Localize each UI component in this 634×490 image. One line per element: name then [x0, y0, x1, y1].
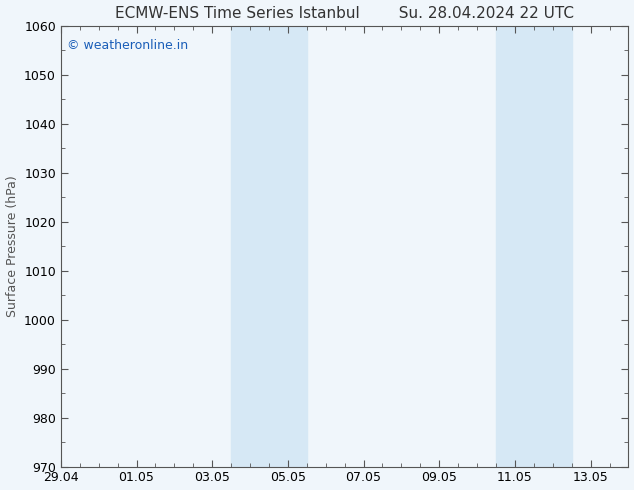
Bar — [231, 26, 269, 466]
Text: © weatheronline.in: © weatheronline.in — [67, 39, 188, 52]
Bar — [534, 26, 572, 466]
Bar — [496, 26, 534, 466]
Y-axis label: Surface Pressure (hPa): Surface Pressure (hPa) — [6, 175, 18, 317]
Bar — [269, 26, 307, 466]
Title: ECMW-ENS Time Series Istanbul        Su. 28.04.2024 22 UTC: ECMW-ENS Time Series Istanbul Su. 28.04.… — [115, 5, 574, 21]
